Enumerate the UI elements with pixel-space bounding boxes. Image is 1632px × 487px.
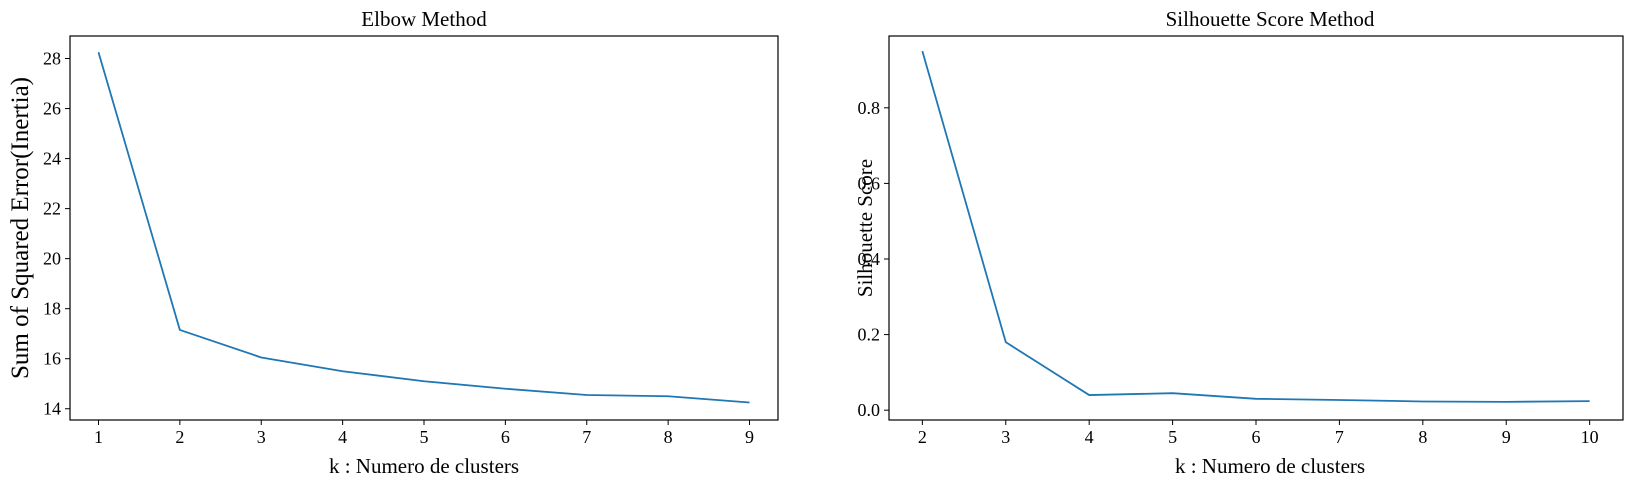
y-tick-label: 28	[43, 49, 61, 69]
y-tick-label: 0.8	[858, 98, 881, 118]
y-tick-label: 14	[43, 399, 61, 419]
x-tick-label: 7	[582, 427, 591, 447]
x-tick-label: 3	[1001, 427, 1010, 447]
x-tick-label: 9	[1502, 427, 1511, 447]
x-tick-label: 10	[1581, 427, 1599, 447]
y-tick-label: 26	[43, 99, 61, 119]
x-tick-label: 4	[338, 427, 347, 447]
x-tick-label: 2	[175, 427, 184, 447]
y-tick-label: 0.6	[858, 173, 881, 193]
x-tick-label: 2	[918, 427, 927, 447]
x-axis-label: k : Numero de clusters	[1175, 454, 1365, 478]
x-tick-label: 5	[420, 427, 429, 447]
silhouette-chart: Silhouette Score Method 2 3 4 5 6 7 8 9 10 0.00.…	[853, 7, 1624, 478]
x-tick-label: 5	[1168, 427, 1177, 447]
y-tick-label: 24	[43, 149, 61, 169]
x-tick-label: 4	[1085, 427, 1094, 447]
plot-frame	[69, 35, 779, 421]
series	[921, 50, 1590, 403]
x-ticks: 1 2 3 4 5 6 7 8 9	[94, 420, 754, 447]
y-tick-label: 20	[43, 249, 61, 269]
plot-frame	[888, 35, 1624, 421]
y-tick-label: 18	[43, 299, 61, 319]
chart-title: Elbow Method	[361, 7, 487, 31]
x-tick-label: 1	[94, 427, 103, 447]
y-axis-label: Silhouette Score	[853, 159, 877, 297]
x-tick-label: 8	[1418, 427, 1427, 447]
chart-title: Silhouette Score Method	[1166, 7, 1375, 31]
series-line	[97, 52, 750, 404]
series	[97, 52, 750, 404]
y-axis-label: Sum of Squared Error(Inertia)	[7, 77, 34, 379]
y-tick-label: 16	[43, 349, 61, 369]
x-tick-label: 3	[257, 427, 266, 447]
y-ticks: 14 16 18 20 22 24 26 28	[43, 49, 70, 419]
y-tick-label: 0.4	[858, 249, 881, 269]
x-tick-label: 9	[745, 427, 754, 447]
x-tick-label: 6	[1252, 427, 1261, 447]
x-tick-label: 7	[1335, 427, 1344, 447]
y-tick-label: 0.0	[858, 400, 881, 420]
x-ticks: 2 3 4 5 6 7 8 9 10	[918, 420, 1599, 447]
x-axis-label: k : Numero de clusters	[329, 454, 519, 478]
x-tick-label: 6	[501, 427, 510, 447]
series-line	[921, 50, 1590, 403]
x-tick-label: 8	[664, 427, 673, 447]
y-tick-label: 22	[43, 199, 61, 219]
y-ticks: 0.0 0.2 0.4 0.6 0.8	[858, 98, 889, 420]
y-tick-label: 0.2	[858, 325, 881, 345]
